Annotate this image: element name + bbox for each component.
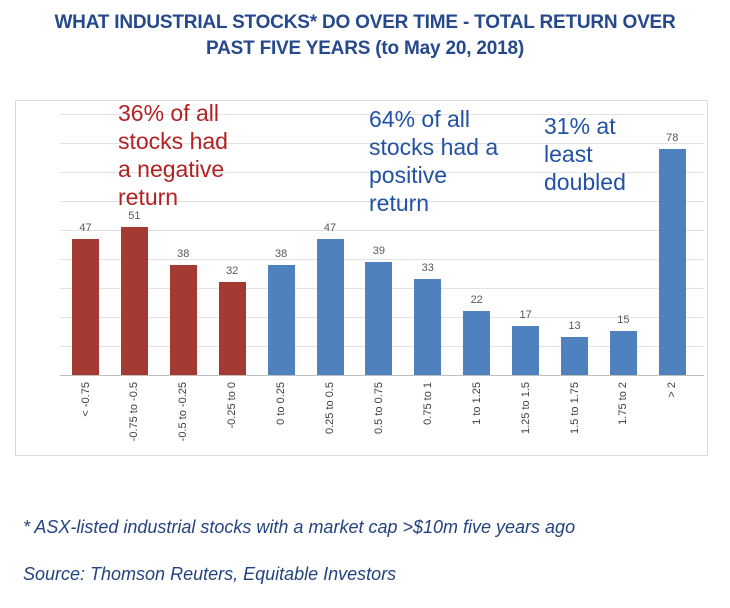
gridline bbox=[60, 143, 704, 144]
x-axis-label: 0.75 to 1 bbox=[421, 382, 434, 425]
bar-positive bbox=[658, 149, 686, 375]
x-axis-label: 0 to 0.25 bbox=[275, 382, 288, 425]
bar-value-label: 17 bbox=[519, 309, 532, 321]
bar-value-label: 33 bbox=[421, 262, 434, 274]
bar-value-label: 51 bbox=[128, 210, 141, 222]
bar-value-label: 32 bbox=[226, 265, 239, 277]
gridline bbox=[60, 172, 704, 173]
annotation-doubled: 31% at least doubled bbox=[544, 113, 626, 195]
footnote-source: Source: Thomson Reuters, Equitable Inves… bbox=[23, 564, 397, 584]
x-axis-line bbox=[60, 375, 704, 376]
footnote-asterisk: * ASX-listed industrial stocks with a ma… bbox=[23, 517, 576, 537]
x-axis-label: > 2 bbox=[666, 382, 679, 398]
bar-value-label: 38 bbox=[274, 248, 288, 260]
annotation-negative-return: 36% of all stocks had a negative return bbox=[118, 100, 228, 210]
bar-value-label: 47 bbox=[79, 222, 92, 234]
x-axis-label: 1.25 to 1.5 bbox=[519, 382, 532, 434]
chart-title: WHAT INDUSTRIAL STOCKS* DO OVER TIME - T… bbox=[54, 12, 676, 59]
bar-positive bbox=[609, 331, 637, 375]
x-axis-label: 1.75 to 2 bbox=[617, 382, 630, 425]
bar-negative bbox=[169, 265, 197, 375]
bar-value-label: 15 bbox=[617, 314, 630, 326]
plot-area: 47 < -0.75 51 -0.75 to -0.5 38 -0.5 to -0.25 3… bbox=[16, 101, 707, 455]
bar-positive bbox=[267, 265, 295, 375]
bar-value-label: 13 bbox=[568, 320, 581, 332]
bar-negative bbox=[218, 282, 246, 375]
bar-value-label: 47 bbox=[323, 222, 337, 234]
bar-positive bbox=[414, 279, 442, 375]
bar-value-label: 22 bbox=[470, 294, 483, 306]
x-axis-label: 0.25 to 0.5 bbox=[324, 382, 336, 434]
x-axis-label: -0.5 to -0.25 bbox=[177, 382, 190, 442]
gridline bbox=[60, 114, 704, 115]
gridline bbox=[60, 201, 704, 202]
bar-negative bbox=[72, 239, 99, 375]
x-axis-label: 1.5 to 1.75 bbox=[568, 382, 581, 434]
bar-positive bbox=[512, 326, 540, 375]
bar-positive bbox=[365, 262, 393, 375]
gridline bbox=[60, 259, 704, 260]
bar-negative bbox=[120, 227, 148, 375]
x-axis-label: 1 to 1.25 bbox=[470, 382, 483, 425]
bar-value-label: 38 bbox=[177, 248, 190, 260]
x-axis-label: -0.25 to 0 bbox=[226, 382, 239, 429]
annotation-positive-return: 64% of all stocks had a positive return bbox=[369, 106, 499, 216]
x-axis-label: -0.75 to -0.5 bbox=[128, 382, 141, 442]
chart-panel: 47 < -0.75 51 -0.75 to -0.5 38 -0.5 to -0.25 3… bbox=[15, 100, 708, 456]
bar-value-label: 78 bbox=[666, 132, 679, 144]
bar-positive bbox=[316, 239, 344, 375]
gridline bbox=[60, 230, 704, 231]
bar-positive bbox=[561, 337, 588, 375]
x-axis-label: 0.5 to 0.75 bbox=[372, 382, 385, 434]
bar-value-label: 39 bbox=[372, 245, 386, 257]
bar-positive bbox=[463, 311, 491, 375]
x-axis-label: < -0.75 bbox=[79, 382, 92, 417]
